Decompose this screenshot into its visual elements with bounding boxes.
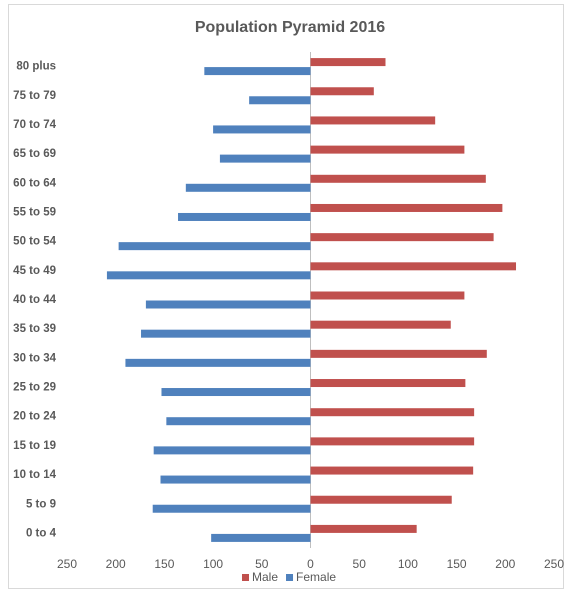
bar <box>153 446 311 455</box>
y-tick-label: 40 to 44 <box>13 294 56 306</box>
bar <box>118 242 311 251</box>
y-tick-label: 25 to 29 <box>13 382 56 394</box>
bar <box>310 262 517 271</box>
legend-label: Female <box>296 570 336 584</box>
bar <box>166 417 311 426</box>
bar <box>310 233 494 242</box>
bar <box>310 379 466 388</box>
y-tick-label: 65 to 69 <box>13 148 56 160</box>
x-tick-label: 150 <box>447 557 467 571</box>
bar <box>145 300 311 309</box>
bar <box>310 524 417 533</box>
bar <box>310 116 436 125</box>
x-tick-label: 100 <box>398 557 418 571</box>
bar <box>310 437 475 446</box>
y-tick-label: 15 to 19 <box>13 440 56 452</box>
chart-title: Population Pyramid 2016 <box>195 19 385 36</box>
bar <box>310 174 486 183</box>
bar <box>310 320 451 329</box>
x-tick-label: 150 <box>154 557 174 571</box>
y-tick-label: 75 to 79 <box>13 90 56 102</box>
bar <box>310 145 465 154</box>
x-tick-label: 200 <box>495 557 515 571</box>
bar <box>152 504 311 513</box>
bar <box>160 475 311 484</box>
y-tick-label: 10 to 14 <box>13 469 56 481</box>
bar <box>211 533 311 542</box>
legend-swatch <box>286 574 294 581</box>
x-tick-label: 0 <box>307 557 314 571</box>
bar <box>185 183 311 192</box>
bar <box>106 271 311 280</box>
bar <box>161 388 311 397</box>
bar <box>310 408 475 417</box>
x-tick-label: 200 <box>106 557 126 571</box>
bar <box>213 125 311 134</box>
bar <box>310 203 503 212</box>
bar <box>125 358 311 367</box>
bar <box>310 349 487 358</box>
x-tick-label: 100 <box>203 557 223 571</box>
y-tick-label: 60 to 64 <box>13 177 56 189</box>
y-tick-label: 5 to 9 <box>26 498 56 510</box>
y-tick-label: 35 to 39 <box>13 323 56 335</box>
bar <box>204 67 311 76</box>
y-tick-label: 45 to 49 <box>13 265 56 277</box>
bar <box>310 87 374 96</box>
y-tick-label: 0 to 4 <box>26 527 57 539</box>
y-tick-label: 30 to 34 <box>13 352 56 364</box>
legend-swatch <box>242 574 249 581</box>
bar <box>219 154 311 163</box>
x-tick-label: 50 <box>255 557 269 571</box>
y-tick-label: 50 to 54 <box>13 236 56 248</box>
bar <box>310 291 465 300</box>
x-tick-label: 250 <box>544 557 564 571</box>
chart-frame <box>8 4 564 589</box>
y-tick-label: 80 plus <box>16 61 56 73</box>
y-tick-label: 70 to 74 <box>13 119 56 131</box>
bar <box>310 466 474 475</box>
legend-label: Male <box>252 570 278 584</box>
y-tick-label: 55 to 59 <box>13 207 56 219</box>
x-tick-label: 250 <box>57 557 77 571</box>
bar <box>178 212 311 221</box>
bar <box>310 495 452 504</box>
y-tick-label: 20 to 24 <box>13 411 56 423</box>
bar <box>141 329 311 338</box>
bar <box>249 96 311 105</box>
bar <box>310 58 386 67</box>
x-tick-label: 50 <box>353 557 367 571</box>
